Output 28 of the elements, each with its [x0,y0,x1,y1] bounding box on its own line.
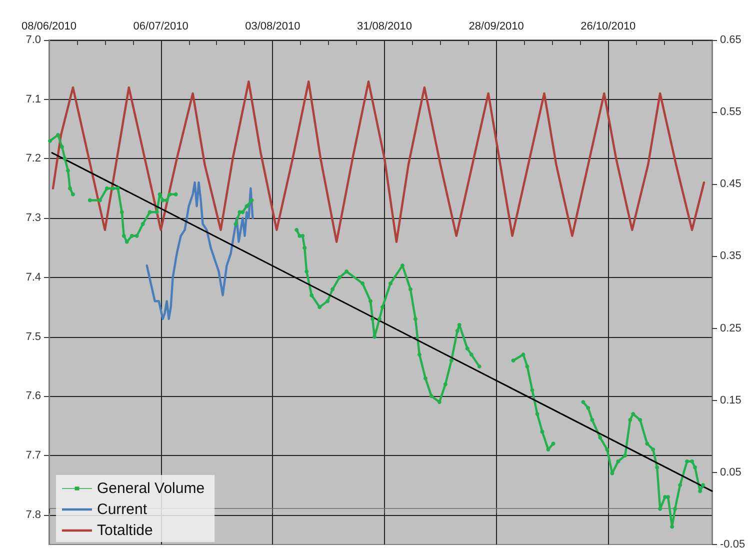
y2-tick-label: 0.05 [720,466,742,478]
y2-tick-label: 0.15 [720,394,742,406]
y-tick-label: 7.3 [26,212,41,224]
y2-tick-label: 0.35 [720,250,742,262]
y-tick-label: 7.2 [26,152,41,165]
y2-tick-label: -0.05 [720,538,746,550]
y-tick-label: 7.7 [26,449,41,462]
y2-tick-label: 0.45 [720,178,742,190]
y2-tick-label: 0.55 [720,106,742,118]
line-series [146,181,254,320]
line-series [52,80,706,243]
x-tick-label: 31/08/2010 [356,20,412,32]
y-tick-label: 7.5 [26,330,41,343]
y-tick-label: 7.1 [26,93,41,106]
x-tick-label: 08/06/2010 [21,20,77,32]
legend-label: General Volume [97,480,205,497]
x-tick-label: 03/08/2010 [245,20,300,32]
legend-label: Current [97,501,148,518]
x-tick-label: 26/10/2010 [580,20,636,32]
y-tick-label: 7.0 [26,34,41,46]
x-tick-label: 28/09/2010 [468,20,524,32]
y2-tick-label: 0.65 [720,34,742,46]
y2-tick-label: 0.25 [720,322,742,334]
legend-label: Totaltide [97,522,153,539]
y-tick-label: 7.4 [26,271,41,284]
y-tick-label: 7.6 [26,390,41,402]
y-tick-label: 7.8 [26,508,41,521]
x-tick-label: 06/07/2010 [133,20,188,32]
